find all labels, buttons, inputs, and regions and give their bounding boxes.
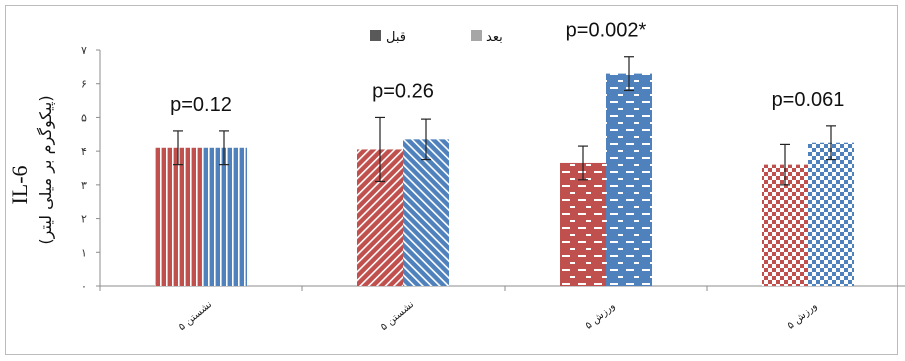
legend: بعد قبل bbox=[370, 30, 503, 45]
category-label: نشستن ۵ bbox=[177, 299, 215, 333]
error-bars bbox=[173, 56, 836, 186]
legend-label-after: بعد bbox=[486, 30, 503, 45]
bar-before bbox=[155, 147, 201, 286]
y-tick-label: ۳ bbox=[81, 179, 87, 192]
bar-after bbox=[403, 139, 449, 286]
category-label: ورزش ۵ bbox=[785, 300, 819, 331]
p-value-label: p=0.12 bbox=[170, 94, 232, 116]
y-ticks: ۰ ۱ ۲ ۳ ۴ ۵ ۶ ۷ bbox=[81, 44, 708, 293]
chart-frame bbox=[5, 5, 898, 355]
y-axis-title: IL-6 bbox=[7, 165, 32, 204]
legend-label-before: قبل bbox=[386, 30, 406, 45]
bar-after bbox=[201, 147, 247, 286]
y-tick-label: ۵ bbox=[81, 111, 87, 124]
y-tick-label: ۶ bbox=[81, 78, 87, 91]
category-label: نشستن ۵ bbox=[379, 299, 417, 333]
category-labels: نشستن ۵ نشستن ۵ ورزش ۵ ورزش ۵ bbox=[177, 299, 820, 333]
legend-swatch-after bbox=[471, 30, 482, 41]
y-axis-unit: (پیکوگرم بر میلی لیتر) bbox=[36, 95, 56, 244]
p-value-label: p=0.002* bbox=[566, 20, 647, 42]
bar-after bbox=[606, 73, 652, 286]
bar-after bbox=[808, 142, 854, 286]
y-tick-label: ۲ bbox=[81, 213, 87, 226]
y-tick-label: ۱ bbox=[81, 246, 87, 259]
y-tick-label: ۴ bbox=[81, 145, 87, 158]
y-tick-label: ۰ bbox=[81, 280, 87, 293]
p-value-label: p=0.061 bbox=[772, 89, 845, 111]
legend-swatch-before bbox=[370, 30, 381, 41]
p-value-labels: p=0.12 p=0.26 p=0.002* p=0.061 bbox=[170, 20, 844, 116]
y-tick-label: ۷ bbox=[81, 44, 87, 57]
bar-before bbox=[560, 162, 606, 286]
p-value-label: p=0.26 bbox=[372, 80, 434, 102]
category-label: ورزش ۵ bbox=[583, 300, 617, 331]
bars bbox=[155, 73, 854, 286]
